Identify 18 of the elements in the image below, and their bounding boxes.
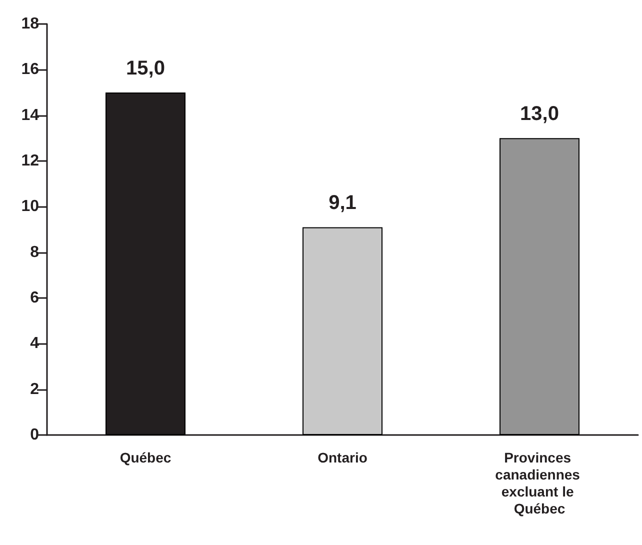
y-tick-label: 10 bbox=[21, 198, 40, 216]
y-tick-label: 8 bbox=[30, 244, 40, 261]
x-tick-label: Ontario bbox=[318, 450, 368, 466]
y-tick-label: 0 bbox=[30, 426, 40, 444]
y-tick-label: 14 bbox=[21, 106, 40, 124]
y-tick-label: 12 bbox=[21, 152, 40, 170]
data-label: 9,1 bbox=[328, 192, 356, 214]
y-tick-label: 18 bbox=[21, 16, 40, 32]
x-tick-label: Provinces canadiennes excluant le Québec bbox=[495, 450, 584, 516]
data-label: 13,0 bbox=[520, 103, 559, 126]
y-tick-label: 4 bbox=[30, 335, 40, 352]
x-tick-label: Québec bbox=[120, 450, 172, 466]
y-tick-label: 6 bbox=[30, 290, 40, 306]
y-tick-label: 2 bbox=[30, 380, 40, 398]
data-label: 15,0 bbox=[126, 58, 165, 80]
bar bbox=[500, 138, 580, 435]
bar bbox=[302, 227, 382, 435]
y-tick-label: 16 bbox=[21, 61, 40, 78]
